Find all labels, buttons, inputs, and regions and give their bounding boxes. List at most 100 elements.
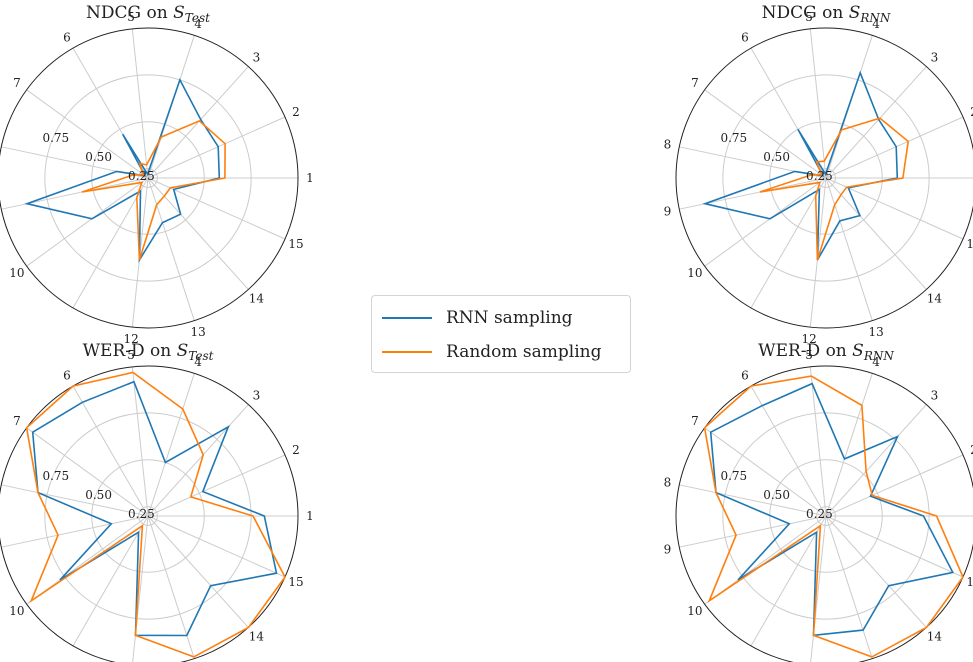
spoke-label: 6 bbox=[741, 31, 749, 45]
grid-spoke bbox=[131, 28, 149, 179]
grid-spoke bbox=[147, 177, 249, 290]
spoke-label: 8 bbox=[664, 475, 672, 489]
series-line-rnn bbox=[31, 380, 278, 637]
ring-tick-label: 0.75 bbox=[42, 469, 69, 483]
grid-spoke bbox=[147, 515, 195, 659]
spoke-label: 7 bbox=[691, 414, 699, 428]
grid-spoke bbox=[147, 116, 286, 179]
spoke-label: 6 bbox=[741, 369, 749, 383]
series-line-rnn bbox=[24, 77, 221, 263]
outer-frame bbox=[0, 27, 299, 329]
grid-spoke bbox=[810, 515, 827, 662]
spoke-label: 5 bbox=[805, 10, 813, 24]
spoke-label: 7 bbox=[691, 76, 699, 90]
ring-tick-label: 0.50 bbox=[85, 488, 112, 502]
outer-frame bbox=[0, 365, 299, 662]
spoke-label: 15 bbox=[288, 237, 303, 251]
grid-spoke bbox=[750, 177, 827, 309]
ring-tick-label: 0.75 bbox=[720, 131, 747, 145]
spoke-label: 14 bbox=[249, 629, 265, 643]
ring-tick-label: 0.25 bbox=[806, 169, 833, 183]
legend-swatch-rnn bbox=[382, 317, 432, 319]
grid-spoke bbox=[825, 177, 927, 290]
grid-spoke bbox=[704, 427, 827, 517]
grid-spoke bbox=[809, 366, 827, 517]
spoke-label: 13 bbox=[868, 325, 883, 339]
spoke-label: 7 bbox=[13, 414, 21, 428]
grid-spoke bbox=[825, 515, 927, 628]
spoke-label: 6 bbox=[63, 369, 71, 383]
spoke-label: 13 bbox=[190, 325, 205, 339]
spoke-label: 12 bbox=[801, 332, 816, 346]
chart-title: NDCG on SRNN bbox=[762, 3, 891, 25]
grid-spoke bbox=[72, 515, 149, 647]
series-line-random bbox=[81, 119, 226, 261]
spoke-label: 4 bbox=[872, 17, 880, 31]
spoke-label: 15 bbox=[288, 575, 303, 589]
grid-spoke bbox=[1, 515, 149, 548]
grid-spoke bbox=[72, 385, 149, 517]
ring-tick-label: 0.50 bbox=[763, 488, 790, 502]
grid-spoke bbox=[809, 28, 827, 179]
spoke-label: 6 bbox=[63, 31, 71, 45]
legend-label-rnn: RNN sampling bbox=[446, 308, 573, 328]
chart-title: WER-D on STest bbox=[83, 341, 214, 363]
spoke-label: 14 bbox=[927, 629, 943, 643]
grid-spoke bbox=[72, 47, 149, 179]
spoke-label: 14 bbox=[249, 291, 265, 305]
spoke-label: 4 bbox=[872, 355, 880, 369]
spoke-label: 3 bbox=[253, 51, 261, 65]
grid-spoke bbox=[147, 404, 249, 517]
spoke-label: 9 bbox=[664, 205, 672, 219]
spoke-label: 2 bbox=[970, 105, 973, 119]
grid-spoke bbox=[1, 484, 149, 517]
grid-spoke bbox=[26, 89, 149, 179]
series-line-random bbox=[703, 375, 964, 658]
grid-spoke bbox=[825, 177, 873, 321]
spoke-label: 10 bbox=[687, 604, 702, 618]
spoke-label: 14 bbox=[927, 291, 943, 305]
spoke-label: 10 bbox=[9, 266, 24, 280]
series-line-random bbox=[759, 117, 910, 261]
series-line-random bbox=[25, 371, 286, 658]
chart-title: WER-D on SRNN bbox=[758, 341, 894, 363]
spoke-label: 15 bbox=[966, 575, 973, 589]
chart-legend: RNN sampling Random sampling bbox=[371, 295, 631, 373]
grid-spoke bbox=[825, 404, 927, 517]
grid-spoke bbox=[825, 454, 964, 517]
outer-frame bbox=[675, 27, 973, 329]
spoke-label: 3 bbox=[253, 389, 261, 403]
grid-spoke bbox=[131, 366, 149, 517]
spoke-label: 7 bbox=[13, 76, 21, 90]
grid-spoke bbox=[26, 177, 149, 267]
grid-spoke bbox=[750, 385, 827, 517]
ring-tick-label: 0.25 bbox=[806, 507, 833, 521]
spoke-label: 10 bbox=[9, 604, 24, 618]
chart-title: NDCG on STest bbox=[86, 3, 210, 25]
outer-frame bbox=[675, 365, 973, 662]
legend-swatch-random bbox=[382, 351, 432, 353]
grid-spoke bbox=[750, 515, 827, 647]
grid-spoke bbox=[750, 47, 827, 179]
spoke-label: 2 bbox=[292, 105, 300, 119]
ring-tick-label: 0.50 bbox=[763, 150, 790, 164]
ring-tick-label: 0.75 bbox=[720, 469, 747, 483]
series-line-rnn bbox=[709, 382, 954, 637]
grid-spoke bbox=[679, 484, 827, 517]
grid-spoke bbox=[26, 427, 149, 517]
spoke-label: 4 bbox=[194, 355, 202, 369]
legend-item-random: Random sampling bbox=[372, 339, 601, 365]
grid-spoke bbox=[147, 177, 195, 321]
grid-spoke bbox=[147, 515, 286, 578]
grid-spoke bbox=[704, 177, 827, 267]
spoke-label: 3 bbox=[931, 51, 939, 65]
grid-spoke bbox=[704, 89, 827, 179]
series-line-rnn bbox=[702, 70, 899, 261]
grid-spoke bbox=[147, 454, 286, 517]
grid-spoke bbox=[147, 373, 195, 517]
